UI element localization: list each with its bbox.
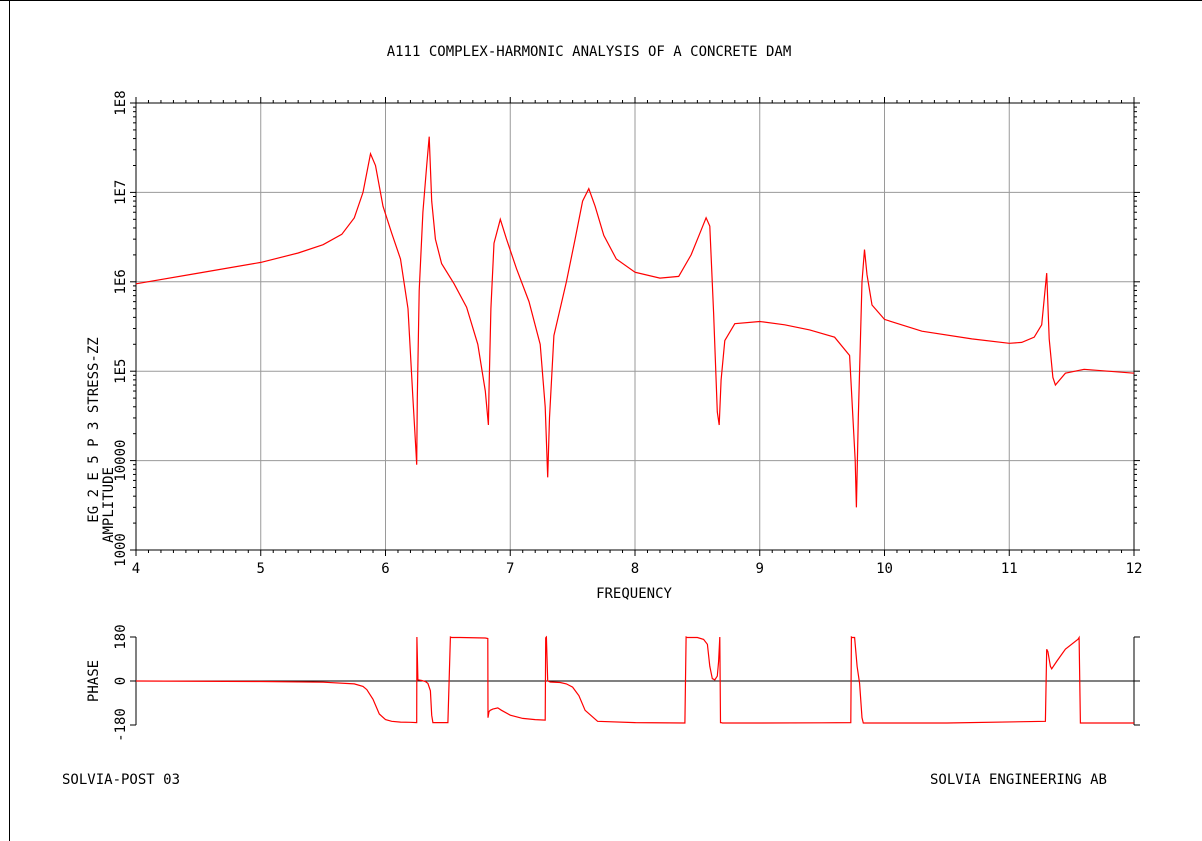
x-tick-label: 6 [381, 561, 389, 577]
footer-right-text: SOLVIA ENGINEERING AB [930, 772, 1107, 788]
page-top-border [0, 0, 1202, 1]
amplitude-tick-labels: 4 5 6 7 8 9 10 11 12 1000 10000 1E5 1E6 1E7 1E8 [113, 90, 1142, 577]
x-tick-label: 8 [631, 561, 639, 577]
x-tick-label: 5 [257, 561, 265, 577]
footer-left-text: SOLVIA-POST 03 [62, 772, 180, 788]
phase-tick-label: 180 [113, 624, 129, 649]
phase-tick-labels: 180 0 -180 [113, 624, 129, 742]
phase-ticks [130, 636, 1140, 726]
x-tick-label: 9 [756, 561, 764, 577]
y-tick-label: 1E5 [113, 359, 129, 384]
x-axis-label: FREQUENCY [596, 586, 672, 602]
y-tick-label: 1E8 [113, 90, 129, 115]
y-tick-label: 1000 [113, 533, 129, 567]
x-tick-label: 7 [506, 561, 514, 577]
x-tick-label: 12 [1126, 561, 1143, 577]
x-tick-label: 10 [876, 561, 893, 577]
amplitude-ticks [130, 97, 1140, 556]
phase-series-line [135, 635, 1134, 724]
y-tick-label: 1E7 [113, 180, 129, 205]
amplitude-frame [135, 102, 1135, 551]
page-left-border [9, 0, 10, 841]
chart-title: A111 COMPLEX-HARMONIC ANALYSIS OF A CONC… [387, 44, 792, 60]
y-axis-label-series: EG 2 E 5 P 3 STRESS-ZZ [86, 337, 102, 522]
y-tick-label: 1E6 [113, 269, 129, 294]
x-tick-label: 4 [132, 561, 140, 577]
amplitude-series-line [135, 136, 1135, 508]
x-tick-label: 11 [1001, 561, 1018, 577]
amplitude-grid [136, 103, 1134, 550]
phase-frame [135, 637, 1135, 725]
phase-axis-label: PHASE [86, 660, 102, 702]
phase-tick-label: -180 [113, 708, 129, 742]
y-tick-label: 10000 [113, 440, 129, 482]
phase-tick-label: 0 [113, 677, 129, 685]
y-axis-label-amplitude: AMPLITUDE [101, 467, 117, 543]
